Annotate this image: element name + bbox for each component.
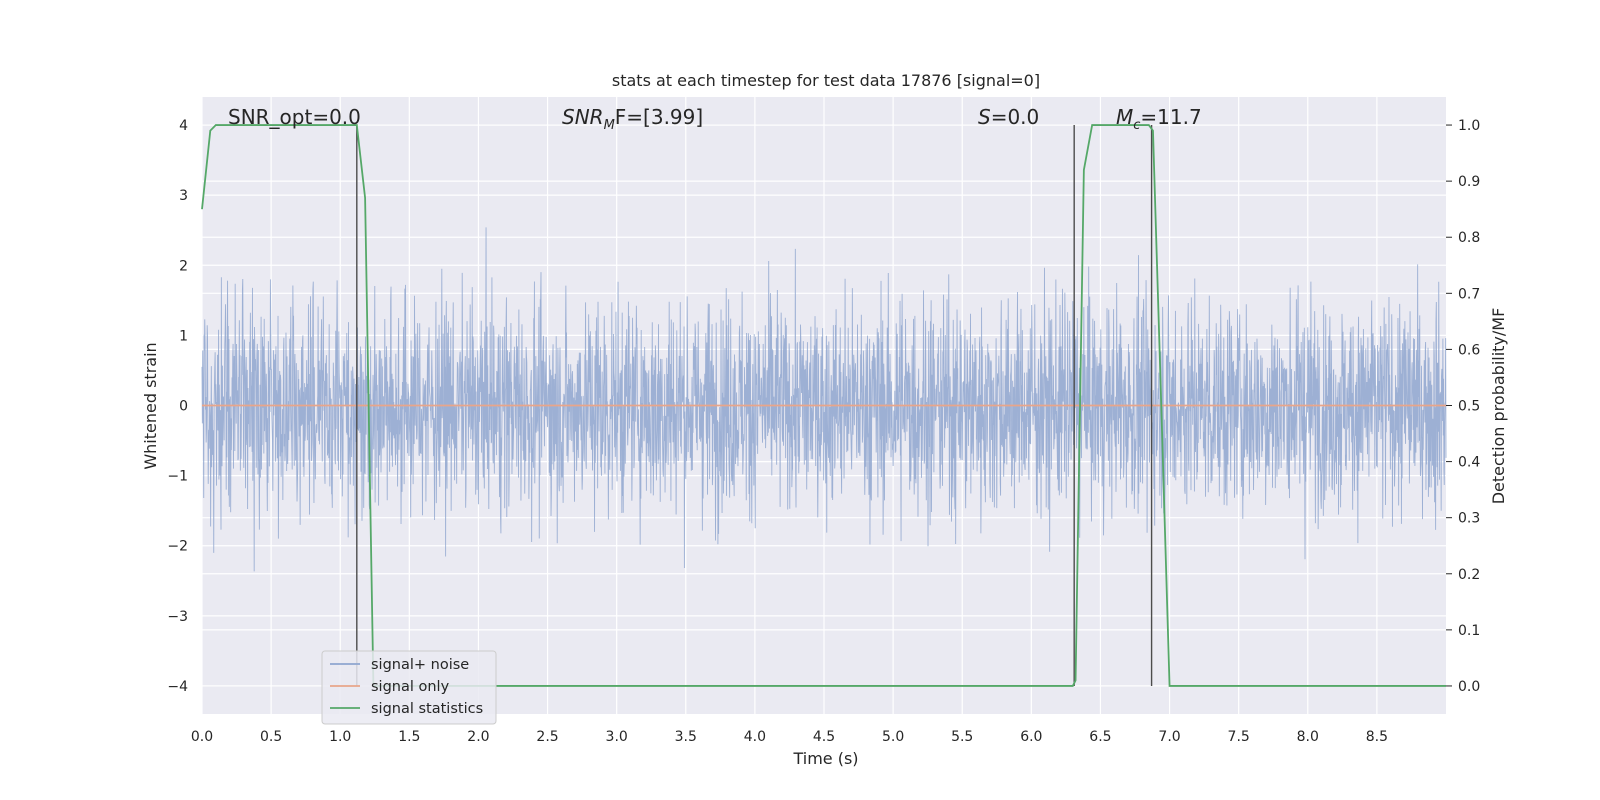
y-tick-label: −2 xyxy=(167,539,188,555)
x-tick-label: 5.5 xyxy=(951,729,973,745)
x-axis-ticks: 0.0 0.5 1.0 1.5 2.0 2.5 3.0 3.5 4.0 4.5 5.0 5.5 6.0 6… xyxy=(191,729,1388,745)
y-tick-label: 0 xyxy=(179,399,188,415)
x-tick-label: 4.0 xyxy=(744,729,766,745)
y-tick-label: −3 xyxy=(167,609,188,625)
series-signal-statistics xyxy=(201,124,1446,687)
y2-tick-label: 0.5 xyxy=(1458,399,1480,415)
x-tick-label: 6.0 xyxy=(1020,729,1042,745)
legend-box xyxy=(321,650,497,725)
x-tick-label: 3.0 xyxy=(606,729,628,745)
y2-tick-label: 0.6 xyxy=(1458,342,1480,358)
y2-tick-label: 0.2 xyxy=(1458,567,1480,583)
y2-tick-label: 0.0 xyxy=(1458,679,1480,695)
x-tick-label: 8.5 xyxy=(1366,729,1388,745)
x-tick-label: 3.5 xyxy=(675,729,697,745)
legend: signal+ noise signal only signal statist… xyxy=(321,650,497,725)
vertical-markers xyxy=(356,125,1153,686)
y2-tick-label: 0.4 xyxy=(1458,455,1480,471)
y-axis-ticks: −4 −3 −2 −1 0 1 2 3 4 xyxy=(167,118,188,695)
y2-tick-label: 0.8 xyxy=(1458,230,1480,246)
y-tick-label: 2 xyxy=(179,258,188,274)
x-tick-label: 2.0 xyxy=(467,729,489,745)
y2-tick-label: 0.1 xyxy=(1458,623,1480,639)
y2-axis-ticks: 0.0 0.1 0.2 0.3 0.4 0.5 0.6 0.7 0.8 0.9 1.0 xyxy=(1446,118,1480,695)
x-axis-title: Time (s) xyxy=(792,749,858,768)
legend-label-signal-noise: signal+ noise xyxy=(371,657,469,673)
y-tick-label: 4 xyxy=(179,118,188,134)
x-tick-label: 2.5 xyxy=(536,729,558,745)
x-tick-label: 7.0 xyxy=(1158,729,1180,745)
x-tick-label: 8.0 xyxy=(1297,729,1319,745)
y2-tick-label: 0.7 xyxy=(1458,286,1480,302)
y-tick-label: 1 xyxy=(179,328,188,344)
legend-label-signal-only: signal only xyxy=(371,679,450,695)
y-tick-label: 3 xyxy=(179,188,188,204)
annotation-s: S=0.0 xyxy=(978,105,1039,129)
y2-tick-label: 0.9 xyxy=(1458,174,1480,190)
x-tick-label: 7.5 xyxy=(1228,729,1250,745)
x-tick-label: 1.5 xyxy=(398,729,420,745)
y2-axis-title: Detection probability/MF xyxy=(1489,308,1508,505)
x-tick-label: 5.0 xyxy=(882,729,904,745)
y2-tick-label: 1.0 xyxy=(1458,118,1480,134)
y-tick-label: −1 xyxy=(167,469,188,485)
annotation-snr-mf: SNRMF=[3.99] xyxy=(562,105,703,133)
y-tick-label: −4 xyxy=(167,679,188,695)
series-signal-noise xyxy=(201,227,1447,572)
y2-tick-label: 0.3 xyxy=(1458,511,1480,527)
annotation-snr-opt: SNR_opt=0.0 xyxy=(228,105,361,129)
chart-title: stats at each timestep for test data 178… xyxy=(612,71,1040,90)
x-tick-label: 6.5 xyxy=(1089,729,1111,745)
annotation-mc: Mc=11.7 xyxy=(1116,105,1202,133)
legend-label-signal-statistics: signal statistics xyxy=(371,701,483,717)
y-axis-title: Whitened strain xyxy=(141,342,160,469)
x-tick-label: 4.5 xyxy=(813,729,835,745)
noise-trace xyxy=(201,227,1447,572)
x-tick-label: 1.0 xyxy=(329,729,351,745)
signal-statistics-line xyxy=(201,124,1446,687)
x-tick-label: 0.0 xyxy=(191,729,213,745)
x-tick-label: 0.5 xyxy=(260,729,282,745)
